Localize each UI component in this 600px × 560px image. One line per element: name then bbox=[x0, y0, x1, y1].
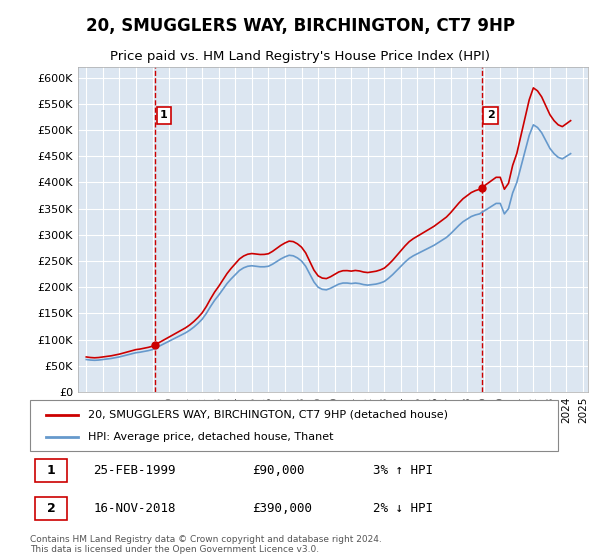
FancyBboxPatch shape bbox=[35, 459, 67, 482]
FancyBboxPatch shape bbox=[35, 497, 67, 520]
Text: 1: 1 bbox=[160, 110, 168, 120]
Text: Contains HM Land Registry data © Crown copyright and database right 2024.
This d: Contains HM Land Registry data © Crown c… bbox=[30, 535, 382, 554]
Text: 1: 1 bbox=[47, 464, 55, 477]
Text: HPI: Average price, detached house, Thanet: HPI: Average price, detached house, Than… bbox=[88, 432, 334, 442]
Text: 3% ↑ HPI: 3% ↑ HPI bbox=[373, 464, 433, 477]
Text: Price paid vs. HM Land Registry's House Price Index (HPI): Price paid vs. HM Land Registry's House … bbox=[110, 50, 490, 63]
Text: 20, SMUGGLERS WAY, BIRCHINGTON, CT7 9HP: 20, SMUGGLERS WAY, BIRCHINGTON, CT7 9HP bbox=[86, 17, 515, 35]
FancyBboxPatch shape bbox=[30, 400, 558, 451]
Text: 2: 2 bbox=[47, 502, 55, 515]
Text: 2: 2 bbox=[487, 110, 494, 120]
Text: 2% ↓ HPI: 2% ↓ HPI bbox=[373, 502, 433, 515]
Text: 20, SMUGGLERS WAY, BIRCHINGTON, CT7 9HP (detached house): 20, SMUGGLERS WAY, BIRCHINGTON, CT7 9HP … bbox=[88, 409, 448, 419]
Text: £390,000: £390,000 bbox=[252, 502, 312, 515]
Text: £90,000: £90,000 bbox=[252, 464, 304, 477]
Text: 25-FEB-1999: 25-FEB-1999 bbox=[94, 464, 176, 477]
Text: 16-NOV-2018: 16-NOV-2018 bbox=[94, 502, 176, 515]
